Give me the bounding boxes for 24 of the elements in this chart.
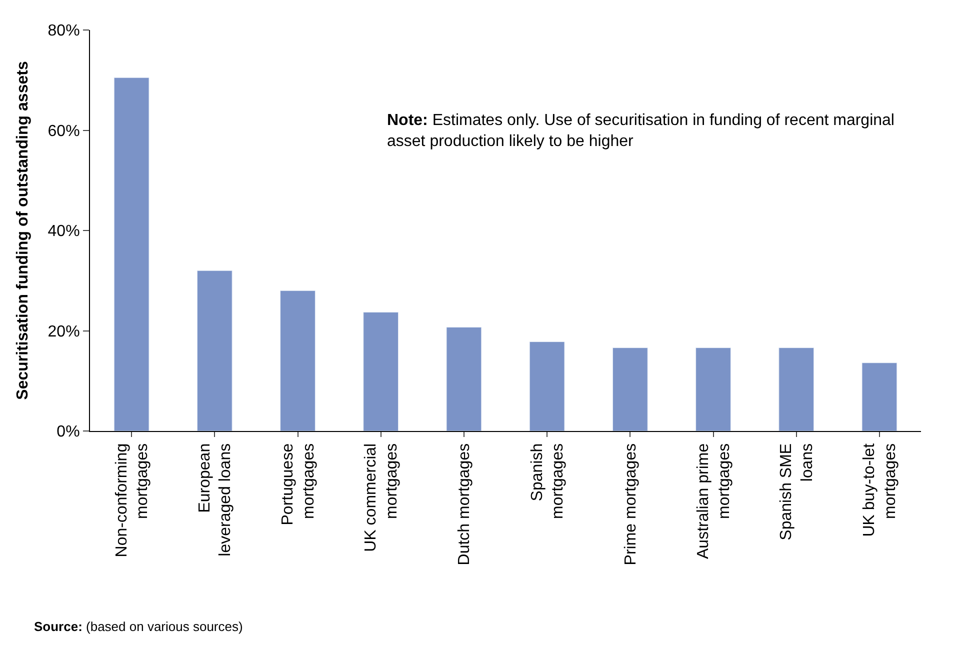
y-axis-title: Securitisation funding of outstanding assets xyxy=(14,61,32,400)
x-tick-label: Non-conforming mortgages xyxy=(113,443,152,558)
y-tick-label: 20% xyxy=(48,323,80,340)
bar xyxy=(529,342,565,431)
bar xyxy=(696,348,731,431)
bar xyxy=(862,362,898,431)
y-tick-label: 40% xyxy=(48,223,80,240)
y-tick-label: 80% xyxy=(48,22,80,40)
annotation: Note: Estimates only. Use of securitisation in funding of recent marginal asset production likely to be higher xyxy=(387,112,894,150)
bar xyxy=(114,77,150,431)
source-note: Source: (based on various sources) xyxy=(34,619,243,634)
x-tick-label: Prime mortgages xyxy=(622,443,640,566)
y-tick-label: 0% xyxy=(56,424,80,441)
bar xyxy=(196,270,232,431)
bar xyxy=(778,348,814,431)
bar xyxy=(363,312,399,431)
x-tick-label: Dutch mortgages xyxy=(456,443,474,566)
x-tick-label: Spanish SME loans xyxy=(778,443,816,540)
bar xyxy=(612,348,648,431)
y-tick-label: 60% xyxy=(48,122,80,140)
bar xyxy=(280,290,316,431)
bar xyxy=(446,326,482,431)
x-tick-label: Spanish mortgages xyxy=(528,443,567,519)
x-tick-label: Australian prime mortgages xyxy=(695,443,733,560)
